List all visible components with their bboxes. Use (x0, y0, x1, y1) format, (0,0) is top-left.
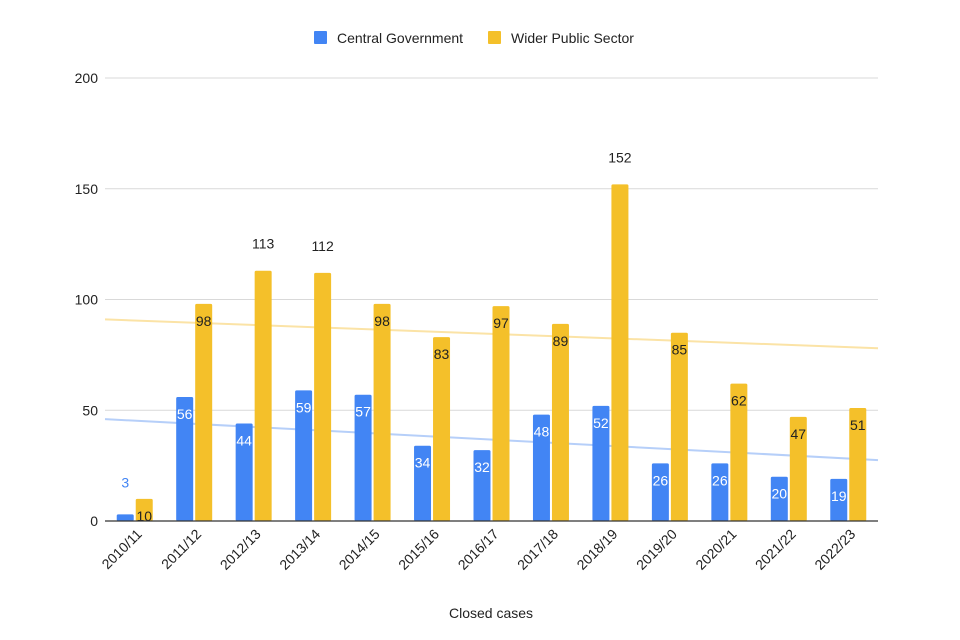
gridlines (105, 77, 878, 411)
data-label-wider-public-sector-2012-13: 113 (252, 236, 275, 252)
bar-wider-public-sector-2021-22 (789, 416, 807, 521)
x-axis-title: Closed cases (449, 605, 533, 621)
x-axis-ticks: 2010/11 2011/12 2012/13 2013/14 2014/15 2015/… (98, 526, 858, 573)
legend-swatch-wider-public-sector (488, 31, 501, 44)
data-label-wider-public-sector-2022-23: 51 (850, 417, 866, 433)
bar-central-government-2015-16 (414, 445, 432, 521)
bar-wider-public-sector-2011-12 (195, 303, 213, 521)
x-tick-label-2018-19: 2018/19 (573, 526, 620, 573)
y-axis-ticks: 0 50 100 150 200 (75, 70, 99, 529)
bar-central-government-2021-22 (770, 476, 788, 521)
data-labels: 3 10 56 98 44 113 59 112 57 98 34 83 32 97 48 89 52 152 26… (121, 149, 865, 524)
x-tick-label-2012-13: 2012/13 (217, 526, 264, 573)
data-label-wider-public-sector-2017-18: 89 (553, 333, 569, 349)
y-tick-label: 200 (75, 70, 99, 86)
data-label-wider-public-sector-2014-15: 98 (374, 313, 390, 329)
bar-central-government-2016-17 (473, 450, 491, 521)
y-tick-label: 150 (75, 181, 99, 197)
x-tick-label-2019-20: 2019/20 (633, 526, 680, 573)
bar-wider-public-sector-2015-16 (433, 337, 451, 521)
data-label-wider-public-sector-2016-17: 97 (493, 315, 509, 331)
bar-central-government-2013-14 (295, 390, 313, 521)
bar-central-government-2020-21 (711, 463, 729, 521)
x-tick-label-2013-14: 2013/14 (276, 526, 323, 573)
data-label-central-government-2014-15: 57 (355, 404, 371, 420)
bar-central-government-2012-13 (235, 423, 253, 521)
x-tick-label-2022-23: 2022/23 (811, 526, 858, 573)
data-label-wider-public-sector-2019-20: 85 (672, 342, 688, 358)
legend: Central Government Wider Public Sector (314, 30, 634, 46)
x-tick-label-2021-22: 2021/22 (752, 526, 799, 573)
bar-wider-public-sector-2020-21 (730, 383, 748, 521)
bar-central-government-2019-20 (651, 463, 669, 521)
x-tick-label-2017-18: 2017/18 (514, 526, 561, 573)
bar-central-government-2011-12 (176, 396, 194, 521)
data-label-central-government-2022-23: 19 (831, 488, 847, 504)
bar-central-government-2010-11 (116, 514, 134, 521)
bar-wider-public-sector-2012-13 (254, 270, 272, 521)
y-tick-label: 50 (82, 402, 98, 418)
data-label-central-government-2011-12: 56 (177, 406, 193, 422)
trendline-wider-public-sector (104, 318, 879, 350)
data-label-central-government-2013-14: 59 (296, 399, 312, 415)
bar-wider-public-sector-2017-18 (551, 323, 569, 521)
data-label-wider-public-sector-2010-11: 10 (136, 508, 152, 524)
x-tick-label-2010-11: 2010/11 (98, 526, 145, 573)
bar-central-government-2022-23 (830, 478, 848, 521)
x-tick-label-2014-15: 2014/15 (336, 526, 383, 573)
bar-wider-public-sector-2019-20 (670, 332, 688, 521)
bar-central-government-2018-19 (592, 405, 610, 521)
data-label-wider-public-sector-2018-19: 152 (608, 149, 632, 165)
legend-label-wider-public-sector: Wider Public Sector (511, 30, 634, 46)
bar-wider-public-sector-2013-14 (314, 272, 332, 521)
x-tick-label-2016-17: 2016/17 (455, 526, 502, 573)
legend-swatch-central-government (314, 31, 327, 44)
data-label-central-government-2017-18: 48 (534, 424, 550, 440)
data-label-wider-public-sector-2011-12: 98 (196, 313, 212, 329)
bar-wider-public-sector-2022-23 (849, 408, 867, 521)
data-label-central-government-2020-21: 26 (712, 472, 728, 488)
data-label-wider-public-sector-2013-14: 112 (311, 238, 334, 254)
bar-wider-public-sector-2010-11 (135, 498, 153, 521)
data-label-wider-public-sector-2020-21: 62 (731, 393, 747, 409)
data-label-central-government-2010-11: 3 (121, 474, 129, 490)
trendline-central-government (104, 418, 879, 462)
data-label-central-government-2012-13: 44 (236, 433, 252, 449)
y-tick-label: 100 (75, 292, 99, 308)
data-label-central-government-2019-20: 26 (653, 472, 669, 488)
legend-label-central-government: Central Government (337, 30, 463, 46)
data-label-wider-public-sector-2015-16: 83 (434, 346, 450, 362)
x-tick-label-2015-16: 2015/16 (395, 526, 442, 573)
trendlines (104, 318, 879, 462)
x-tick-label-2020-21: 2020/21 (692, 526, 739, 573)
data-label-central-government-2021-22: 20 (772, 486, 788, 502)
bar-wider-public-sector-2014-15 (373, 303, 391, 521)
bar-central-government-2017-18 (532, 414, 550, 521)
bar-wider-public-sector-2016-17 (492, 306, 510, 521)
bar-central-government-2014-15 (354, 394, 372, 521)
bar-wider-public-sector-2018-19 (611, 184, 629, 521)
y-tick-label: 0 (90, 513, 98, 529)
x-tick-label-2011-12: 2011/12 (158, 526, 205, 573)
data-label-central-government-2015-16: 34 (415, 455, 431, 471)
data-label-central-government-2016-17: 32 (474, 459, 490, 475)
data-label-wider-public-sector-2021-22: 47 (791, 426, 807, 442)
data-label-central-government-2018-19: 52 (593, 415, 609, 431)
bars (116, 184, 867, 521)
